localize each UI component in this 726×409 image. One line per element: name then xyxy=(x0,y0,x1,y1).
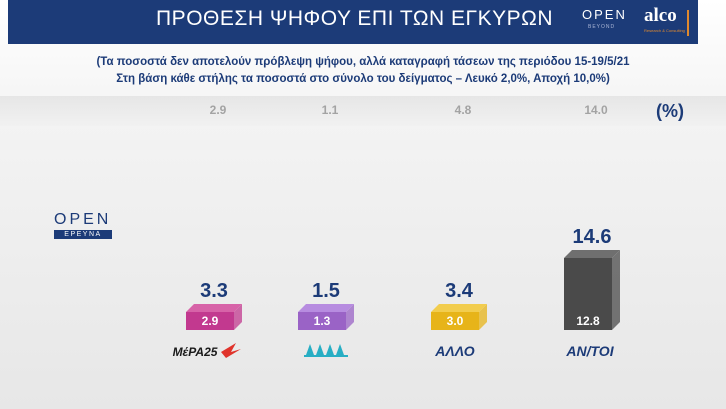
previous-value-label-1: 1.1 xyxy=(322,103,339,117)
watermark-word: OPEN xyxy=(54,211,112,228)
bar-top-2 xyxy=(431,304,487,312)
alco-logo: alco xyxy=(644,5,677,26)
bar-base-label-0: 2.9 xyxy=(202,314,219,328)
percent-unit-label: (%) xyxy=(656,101,684,121)
header-bar: ΠΡΟΘΕΣΗ ΨΗΦΟΥ ΕΠΙ ΤΩΝ ΕΓΚΥΡΩΝ OPEN BEYON… xyxy=(8,0,698,44)
bar-side-0 xyxy=(234,304,242,330)
party-logo-triangle-3 xyxy=(336,344,344,355)
bar-top-1 xyxy=(298,304,354,312)
bar-top-0 xyxy=(186,304,242,312)
open-logo-subtext: BEYOND xyxy=(588,24,616,30)
watermark-tag: ΕΡΕΥΝΑ xyxy=(54,230,112,239)
previous-values-band xyxy=(0,96,726,126)
party-logo-baseline xyxy=(304,355,348,357)
bar-top-3 xyxy=(564,250,620,258)
subtitle-line-2: Στη βάση κάθε στήλης τα ποσοστά στο σύνο… xyxy=(116,73,610,85)
open-logo: OPEN xyxy=(582,7,627,22)
bar-3 xyxy=(564,258,612,330)
bar-base-label-3: 12.8 xyxy=(576,314,600,328)
party-logo-triangle-0 xyxy=(306,344,314,355)
mera25-arrow-icon xyxy=(221,343,241,358)
bar-value-label-3: 14.6 xyxy=(573,226,612,248)
bar-1 xyxy=(298,312,346,330)
previous-value-label-3: 14.0 xyxy=(584,103,608,117)
bar-base-label-2: 3.0 xyxy=(447,314,464,328)
chart-title: ΠΡΟΘΕΣΗ ΨΗΦΟΥ ΕΠΙ ΤΩΝ ΕΓΚΥΡΩΝ xyxy=(156,7,553,30)
alco-logo-subtext: Research & Consulting xyxy=(644,28,685,33)
previous-value-label-2: 4.8 xyxy=(455,103,472,117)
category-label-3: ΑΝ/ΤΟΙ xyxy=(565,343,614,359)
bar-2 xyxy=(431,312,479,330)
subtitle-line-1: (Τα ποσοστά δεν αποτελούν πρόβλεψη ψήφου… xyxy=(96,56,630,68)
logo-divider xyxy=(687,10,689,36)
category-label-0: ΜέΡΑ25 xyxy=(173,345,218,359)
party-logo-triangle-1 xyxy=(316,344,324,355)
bar-0 xyxy=(186,312,234,330)
bar-value-label-0: 3.3 xyxy=(200,280,228,302)
bar-base-label-1: 1.3 xyxy=(314,314,331,328)
previous-value-label-0: 2.9 xyxy=(210,103,227,117)
bar-side-1 xyxy=(346,304,354,330)
bar-value-label-2: 3.4 xyxy=(445,280,474,302)
bar-side-2 xyxy=(479,304,487,330)
category-label-2: ΑΛΛΟ xyxy=(434,343,474,359)
bar-value-label-1: 1.5 xyxy=(312,280,340,302)
open-research-watermark: OPEN ΕΡΕΥΝΑ xyxy=(54,212,112,239)
bar-side-3 xyxy=(612,250,620,330)
party-logo-triangle-2 xyxy=(326,344,334,355)
